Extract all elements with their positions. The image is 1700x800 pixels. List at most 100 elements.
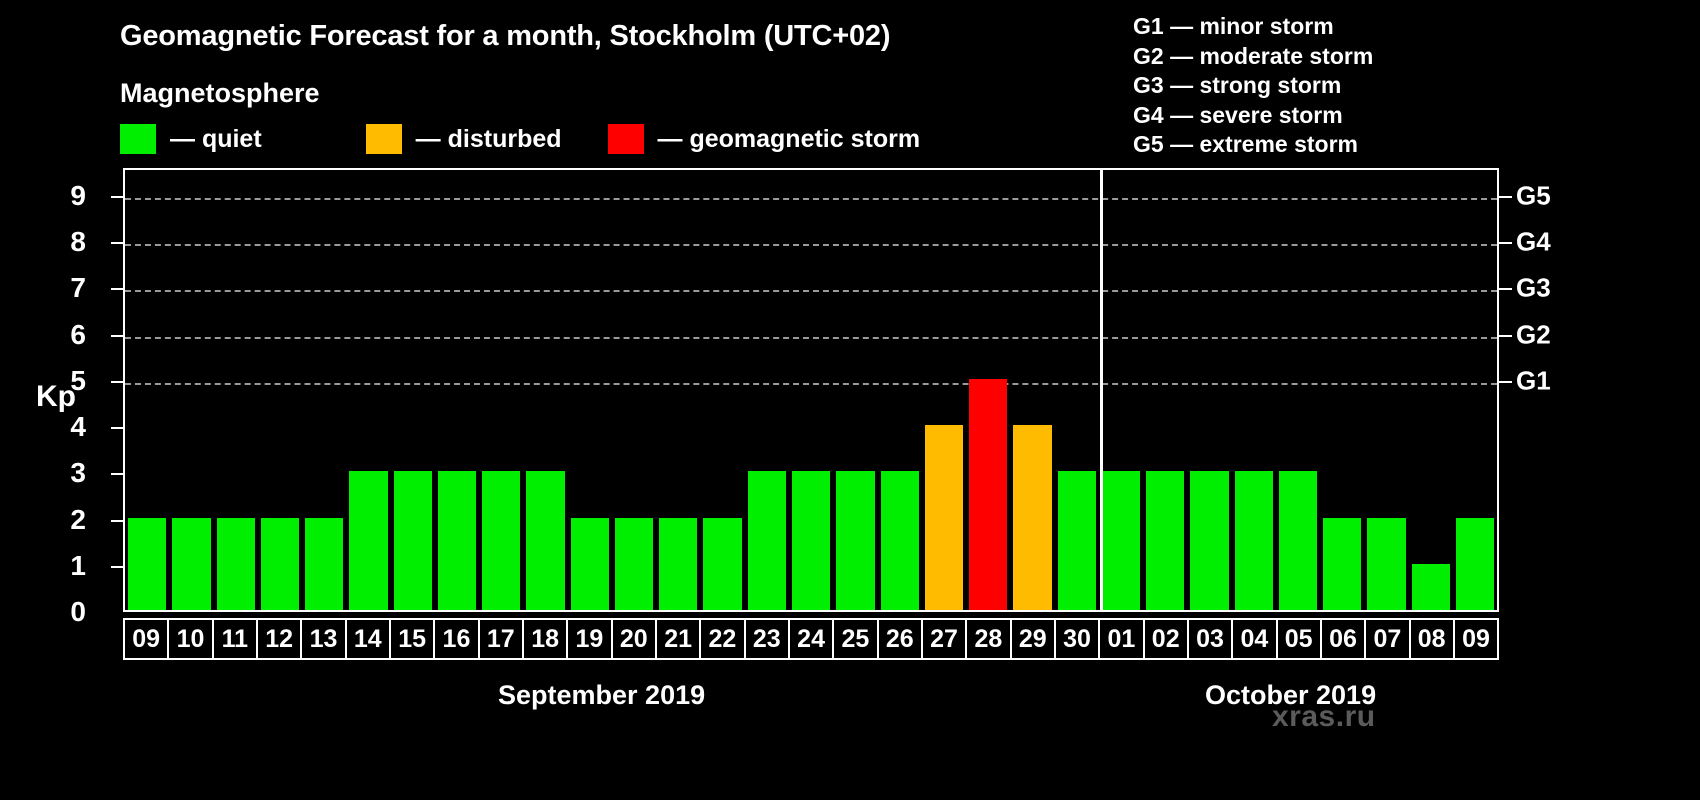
bar-cell[interactable] — [1276, 170, 1320, 610]
bar-cell[interactable] — [1143, 170, 1187, 610]
bar-08[interactable] — [1411, 563, 1450, 610]
date-label-18[interactable]: 27 — [922, 620, 968, 658]
bar-cell[interactable] — [568, 170, 612, 610]
bar-07[interactable] — [1367, 517, 1406, 610]
bar-cell[interactable] — [435, 170, 479, 610]
g-tick-mark-G3 — [1499, 288, 1512, 291]
bar-cell[interactable] — [878, 170, 922, 610]
date-label-30[interactable]: 09 — [1454, 620, 1498, 658]
date-label-29[interactable]: 08 — [1410, 620, 1455, 658]
bar-cell[interactable] — [523, 170, 567, 610]
date-label-15[interactable]: 24 — [789, 620, 835, 658]
bar-cell[interactable] — [1453, 170, 1497, 610]
bar-cell[interactable] — [922, 170, 966, 610]
bar-cell[interactable] — [1232, 170, 1276, 610]
date-label-4[interactable]: 13 — [302, 620, 347, 658]
bar-18[interactable] — [526, 471, 565, 610]
date-label-17[interactable]: 26 — [878, 620, 923, 658]
bar-10[interactable] — [172, 517, 211, 610]
bar-cell[interactable] — [125, 170, 169, 610]
date-label-3[interactable]: 12 — [257, 620, 303, 658]
gridline-kp-7 — [125, 290, 1497, 293]
date-label-1[interactable]: 10 — [169, 620, 214, 658]
g-tick-mark-G4 — [1499, 242, 1512, 244]
bar-cell[interactable] — [1409, 170, 1453, 610]
bar-12[interactable] — [260, 517, 300, 610]
bar-21[interactable] — [659, 517, 698, 610]
bar-27[interactable] — [924, 425, 964, 610]
bar-cell[interactable] — [789, 170, 833, 610]
date-label-7[interactable]: 16 — [435, 620, 480, 658]
bar-15[interactable] — [393, 471, 432, 610]
legend-swatch-icon — [607, 124, 644, 154]
date-label-23[interactable]: 02 — [1144, 620, 1189, 658]
date-label-5[interactable]: 14 — [346, 620, 391, 658]
bar-20[interactable] — [614, 517, 654, 610]
date-label-6[interactable]: 15 — [390, 620, 436, 658]
date-label-13[interactable]: 22 — [701, 620, 746, 658]
bar-13[interactable] — [305, 517, 344, 610]
bar-cell[interactable] — [833, 170, 877, 610]
y-tick-label-8: 8 — [70, 226, 86, 257]
bar-cell[interactable] — [656, 170, 700, 610]
bar-14[interactable] — [349, 471, 388, 610]
date-label-16[interactable]: 25 — [834, 620, 879, 658]
bar-24[interactable] — [791, 471, 831, 610]
bar-22[interactable] — [703, 517, 742, 610]
date-label-2[interactable]: 11 — [213, 620, 258, 658]
date-label-10[interactable]: 19 — [568, 620, 613, 658]
bar-29[interactable] — [1013, 425, 1052, 610]
bar-03[interactable] — [1190, 471, 1229, 610]
bar-cell[interactable] — [1010, 170, 1054, 610]
date-label-14[interactable]: 23 — [745, 620, 790, 658]
date-label-26[interactable]: 05 — [1277, 620, 1322, 658]
bar-11[interactable] — [216, 517, 255, 610]
bar-04[interactable] — [1234, 471, 1273, 610]
bar-02[interactable] — [1146, 471, 1185, 610]
bar-09[interactable] — [1455, 517, 1495, 610]
bar-19[interactable] — [570, 517, 609, 610]
date-label-21[interactable]: 30 — [1055, 620, 1101, 658]
bar-cell[interactable] — [612, 170, 656, 610]
g-axis-label-G1: G1 — [1516, 365, 1551, 396]
bar-cell[interactable] — [258, 170, 302, 610]
bar-05[interactable] — [1278, 471, 1318, 610]
bar-cell[interactable] — [1055, 170, 1099, 610]
date-label-27[interactable]: 06 — [1321, 620, 1367, 658]
date-label-24[interactable]: 03 — [1188, 620, 1234, 658]
bar-cell[interactable] — [346, 170, 390, 610]
bar-cell[interactable] — [1364, 170, 1408, 610]
date-label-25[interactable]: 04 — [1233, 620, 1278, 658]
bar-01[interactable] — [1101, 471, 1141, 610]
bar-16[interactable] — [437, 471, 477, 610]
bar-cell[interactable] — [700, 170, 744, 610]
bar-09[interactable] — [128, 517, 167, 610]
bar-cell[interactable] — [1099, 170, 1143, 610]
date-label-19[interactable]: 28 — [967, 620, 1012, 658]
bar-25[interactable] — [836, 471, 875, 610]
date-label-22[interactable]: 01 — [1100, 620, 1145, 658]
bar-cell[interactable] — [479, 170, 523, 610]
bar-cell[interactable] — [966, 170, 1010, 610]
date-label-28[interactable]: 07 — [1366, 620, 1411, 658]
bar-28[interactable] — [969, 378, 1008, 610]
y-tick-label-2: 2 — [70, 503, 86, 535]
bar-26[interactable] — [880, 471, 919, 610]
bar-cell[interactable] — [1187, 170, 1231, 610]
date-label-20[interactable]: 29 — [1011, 620, 1056, 658]
bar-30[interactable] — [1057, 471, 1096, 610]
bar-cell[interactable] — [214, 170, 258, 610]
bar-cell[interactable] — [391, 170, 435, 610]
bar-cell[interactable] — [1320, 170, 1364, 610]
bar-cell[interactable] — [745, 170, 789, 610]
bar-cell[interactable] — [302, 170, 346, 610]
bar-23[interactable] — [747, 471, 786, 610]
date-label-11[interactable]: 20 — [612, 620, 657, 658]
bar-06[interactable] — [1323, 517, 1362, 610]
date-label-0[interactable]: 09 — [125, 620, 170, 658]
bar-17[interactable] — [482, 471, 521, 610]
bar-cell[interactable] — [169, 170, 213, 610]
date-label-9[interactable]: 18 — [523, 620, 569, 658]
date-label-12[interactable]: 21 — [656, 620, 702, 658]
date-label-8[interactable]: 17 — [479, 620, 524, 658]
